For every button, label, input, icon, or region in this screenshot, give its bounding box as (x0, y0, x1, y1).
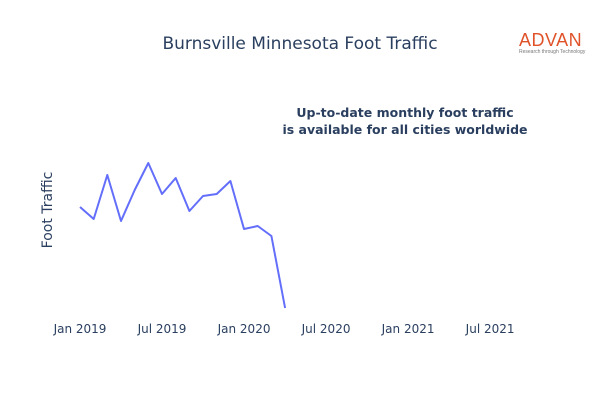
x-tick-label: Jan 2019 (53, 322, 107, 336)
annotation-line-2: is available for all cities worldwide (282, 122, 528, 137)
logo-brand: ADVAN (519, 30, 583, 50)
chart-title: Burnsville Minnesota Foot Traffic (162, 34, 438, 54)
series-line (79, 162, 287, 309)
logo-tagline: Research through Technology (519, 49, 586, 55)
x-tick-label: Jul 2021 (465, 322, 515, 336)
x-tick-label: Jan 2021 (381, 322, 435, 336)
x-tick-label: Jul 2020 (301, 322, 351, 336)
annotation: Up-to-date monthly foot traffic is avail… (250, 104, 560, 138)
advan-logo: ADVAN Research through Technology (519, 31, 599, 55)
x-tick-label: Jan 2020 (217, 322, 271, 336)
annotation-line-1: Up-to-date monthly foot traffic (296, 105, 514, 120)
x-tick-label: Jul 2019 (137, 322, 187, 336)
